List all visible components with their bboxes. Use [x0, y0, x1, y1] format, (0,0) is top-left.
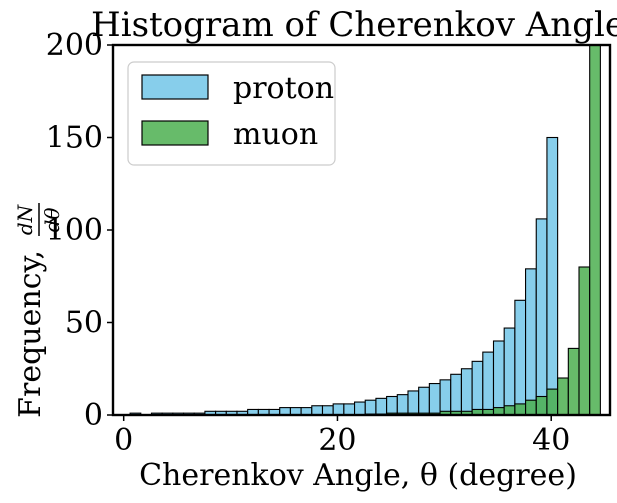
y-axis-ticks: 0 50 100 150 200 — [46, 28, 113, 433]
muon-bar-19 — [567, 347, 580, 416]
proton-bar-30 — [450, 373, 462, 416]
proton-bar-25 — [396, 394, 409, 416]
y-axis-label-numerator: dN — [13, 203, 37, 235]
y-axis-label: Frequency, dN dθ — [13, 203, 64, 418]
proton-bar-39 — [546, 136, 559, 416]
proton-bar-26 — [407, 390, 420, 416]
muon-bar-16 — [535, 395, 548, 416]
proton-bar-27 — [418, 386, 430, 416]
muon-bar-15 — [525, 399, 537, 416]
x-tick-label-0: 0 — [114, 423, 133, 458]
muon-bar-13 — [503, 405, 516, 416]
proton-bar-37 — [525, 268, 537, 416]
proton-bar-20 — [343, 403, 356, 416]
chart-title: Histogram of Cherenkov Angle — [91, 5, 617, 45]
muon-bar-17 — [546, 388, 559, 416]
legend-swatch-muon — [141, 120, 209, 146]
proton-bar-23 — [375, 397, 388, 416]
legend-swatch-proton — [141, 74, 209, 100]
legend-label-muon: muon — [233, 117, 318, 152]
proton-bar-19 — [332, 403, 345, 416]
x-axis-ticks: 0 20 40 — [114, 415, 570, 458]
proton-bar-34 — [492, 340, 505, 416]
y-tick-label-50: 50 — [65, 306, 103, 341]
x-tick-label-40: 40 — [532, 423, 570, 458]
y-axis-label-prefix: Frequency, — [13, 250, 48, 418]
y-tick-label-0: 0 — [84, 398, 103, 433]
legend: proton muon — [127, 61, 336, 166]
proton-bar-36 — [514, 299, 527, 416]
proton-bar-24 — [386, 395, 398, 416]
y-tick-label-100: 100 — [46, 213, 103, 248]
proton-bars — [129, 136, 559, 416]
proton-bar-17 — [311, 405, 324, 416]
y-tick-label-150: 150 — [46, 121, 103, 156]
proton-bar-32 — [471, 360, 484, 416]
proton-bar-21 — [354, 401, 366, 416]
proton-bar-29 — [439, 379, 452, 416]
proton-bar-31 — [460, 368, 473, 416]
x-axis-label: Cherenkov Angle, θ (degree) — [139, 458, 577, 493]
legend-label-proton: proton — [233, 71, 334, 106]
proton-bar-33 — [482, 351, 495, 416]
proton-bar-22 — [364, 399, 377, 416]
muon-bar-20 — [578, 266, 591, 416]
proton-bar-38 — [535, 218, 548, 416]
muon-bar-21 — [589, 44, 601, 416]
y-axis-label-denominator: dθ — [40, 208, 64, 233]
x-tick-label-20: 20 — [318, 423, 356, 458]
muon-bar-18 — [557, 377, 569, 416]
y-tick-label-200: 200 — [46, 28, 103, 63]
proton-bar-18 — [321, 405, 334, 416]
muon-bar-14 — [514, 403, 527, 416]
proton-bar-35 — [503, 327, 516, 416]
proton-bar-28 — [428, 382, 441, 416]
